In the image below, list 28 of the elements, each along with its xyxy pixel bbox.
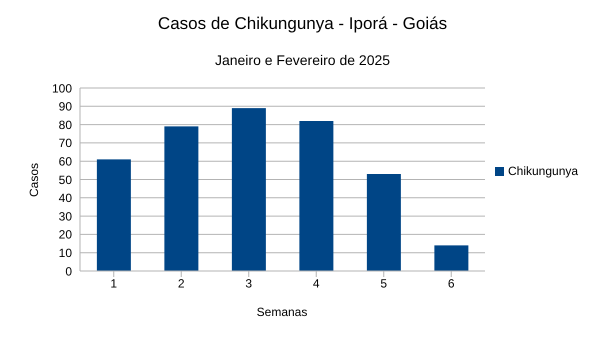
x-axis-title: Semanas: [256, 305, 308, 319]
y-tick-label: 60: [58, 154, 72, 168]
chart-subtitle: Janeiro e Fevereiro de 2025: [214, 52, 392, 68]
x-tick-label: 6: [448, 276, 455, 291]
y-axis-title: Casos: [27, 162, 41, 198]
y-tick-label: 0: [65, 264, 72, 278]
y-tick-label: 10: [58, 246, 72, 260]
x-tick-label: 5: [380, 276, 388, 291]
y-tick-label: 30: [58, 209, 72, 224]
y-tick-label: 90: [58, 100, 72, 114]
y-tick-label: 100: [52, 81, 72, 96]
bar: [434, 245, 468, 271]
bar: [96, 159, 131, 271]
x-tick-label: 3: [245, 276, 252, 291]
y-tick-label: 20: [58, 228, 72, 242]
y-tick-label: 50: [58, 172, 72, 187]
chart-title: Casos de Chikungunya - Iporá - Goiás: [156, 14, 448, 34]
bar: [366, 174, 401, 271]
y-tick-label: 80: [58, 118, 72, 132]
bar: [164, 126, 198, 271]
x-tick-label: 2: [178, 276, 185, 291]
x-tick-label: 4: [312, 276, 320, 291]
y-tick-label: 70: [58, 136, 72, 150]
legend-label: Chikungunya: [508, 164, 578, 178]
y-tick-label: 40: [58, 191, 72, 206]
bar: [232, 108, 266, 271]
bar: [299, 120, 334, 271]
x-tick-label: 1: [110, 276, 118, 291]
